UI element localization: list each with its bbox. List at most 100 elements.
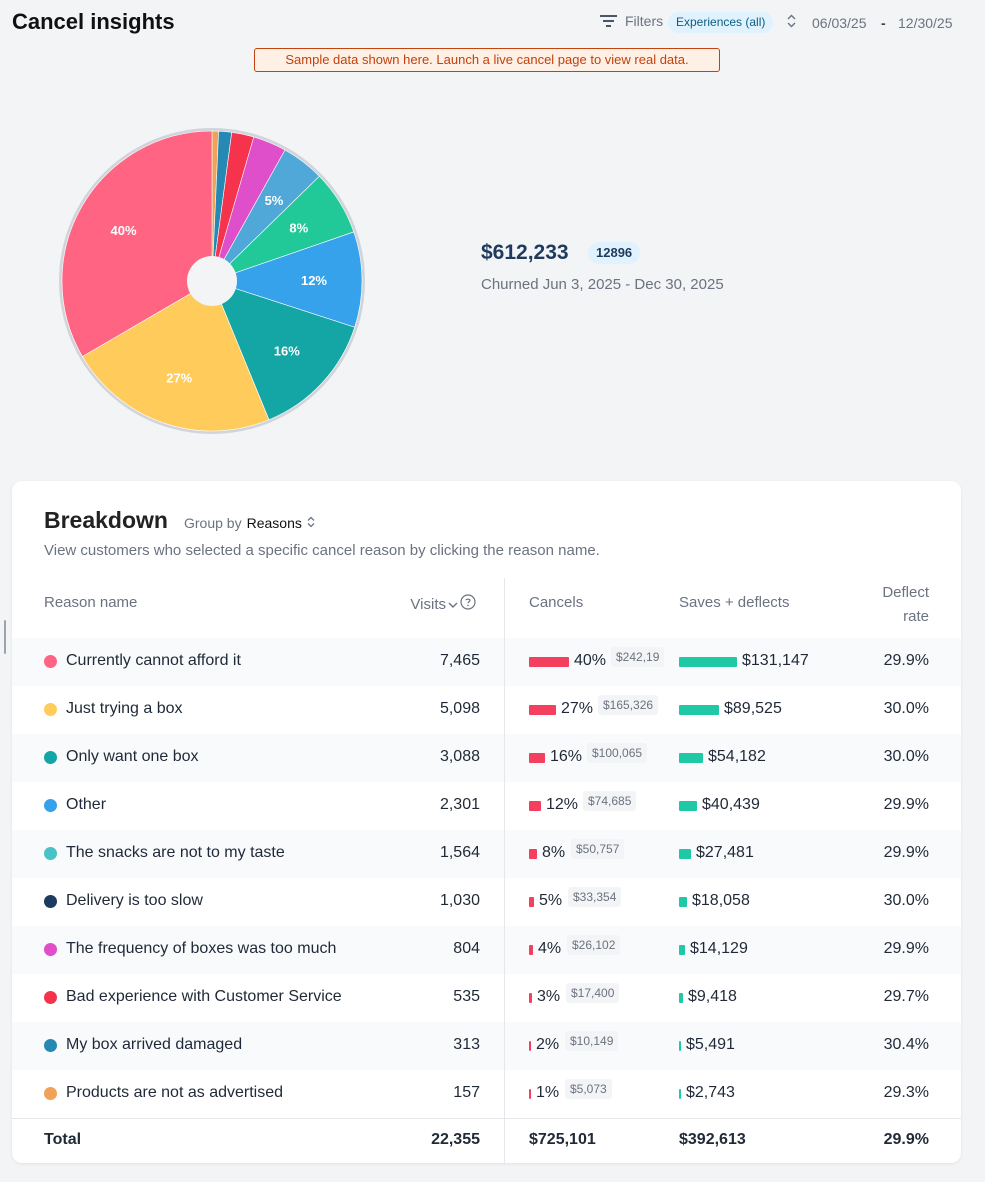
total-saves: $392,613 [679,1131,746,1148]
pie-slice-label: 27% [166,371,192,386]
column-header-cancels[interactable]: Cancels [529,594,584,611]
table-row[interactable]: The snacks are not to my taste 1,564 8% $50… [12,830,961,878]
column-header-reason[interactable]: Reason name [44,594,138,611]
filter-icon [600,15,617,27]
cancel-amount-badge: $5,073 [565,1079,612,1099]
pie-slice[interactable] [211,231,363,328]
reason-name-link[interactable]: Other [66,796,107,813]
resize-handle[interactable] [4,620,6,654]
deflect-rate-value: 29.9% [883,796,929,813]
group-by-label: Group by [184,515,242,531]
pie-slice-label: 12% [301,273,327,288]
saves-bar [679,705,719,715]
saves-amount: $27,481 [696,844,754,861]
saves-bar [679,897,687,907]
visits-value: 535 [453,988,480,1005]
total-cancels: $725,101 [529,1131,596,1148]
churned-count-badge: 12896 [588,242,641,264]
help-circle-icon[interactable] [460,594,476,614]
filters-button[interactable]: Filters [600,13,663,29]
pie-slice[interactable] [211,280,356,421]
table-row[interactable]: Products are not as advertised 157 1% $5,07… [12,1070,961,1118]
cancel-percent: 4% [538,940,562,957]
churned-caption: Churned Jun 3, 2025 - Dec 30, 2025 [481,276,724,293]
deflect-rate-value: 30.0% [883,700,929,717]
pie-chart: 5% 8% 12% 16% 27% 40% [56,125,368,437]
table-row[interactable]: Bad experience with Customer Service 535 3… [12,974,961,1022]
reason-name-link[interactable]: My box arrived damaged [66,1036,243,1053]
visits-value: 1,564 [439,844,480,861]
cancel-amount-badge: $33,354 [568,887,622,907]
cancel-amount-badge: $165,326 [598,695,659,715]
pie-center-hole [187,256,237,306]
reason-color-dot [44,655,57,668]
visits-value: 7,465 [439,652,480,669]
visits-value: 313 [453,1036,480,1053]
reason-name-link[interactable]: Bad experience with Customer Service [66,988,342,1005]
saves-amount: $131,147 [742,652,809,669]
pie-slice[interactable] [81,280,270,432]
experience-filter-badge[interactable]: Experiences (all) [668,12,774,33]
cancel-percent: 2% [536,1036,560,1053]
column-divider [504,578,505,1163]
column-header-saves[interactable]: Saves + deflects [679,594,790,611]
cancel-amount-badge: $10,149 [565,1031,619,1051]
visits-value: 5,098 [439,700,480,717]
reason-name-link[interactable]: Products are not as advertised [66,1084,284,1101]
group-by-select[interactable]: Group by Reasons [184,515,315,531]
cancel-amount-badge: $242,19 [611,647,665,667]
pie-chart-svg: 5% 8% 12% 16% 27% 40% [59,128,365,434]
pie-slice-label: 16% [274,343,300,358]
reason-color-dot [44,1087,57,1100]
breakdown-card: Breakdown Group by Reasons View customer… [12,481,961,1163]
reason-color-dot [44,895,57,908]
date-start[interactable]: 06/03/25 [812,15,867,31]
cancel-bar [529,705,556,715]
deflect-rate-value: 29.9% [883,940,929,957]
deflect-rate-value: 29.9% [883,844,929,861]
table-row[interactable]: My box arrived damaged 313 2% $10,149 $5,491… [12,1022,961,1070]
table-row[interactable]: The frequency of boxes was too much 804 4%… [12,926,961,974]
reason-name-link[interactable]: Currently cannot afford it [66,652,241,669]
page-title: Cancel insights [12,9,175,34]
total-visits: 22,355 [431,1131,480,1148]
saves-amount: $2,743 [686,1084,735,1101]
saves-amount: $14,129 [690,940,748,957]
table-row[interactable]: Just trying a box 5,098 27% $165,326 $89,525… [12,686,961,734]
saves-amount: $18,058 [692,892,750,909]
deflect-header-line1: Deflect [882,584,929,601]
deflect-rate-value: 29.7% [883,988,929,1005]
saves-amount: $9,418 [688,988,737,1005]
saves-amount: $5,491 [686,1036,735,1053]
table-row[interactable]: Delivery is too slow 1,030 5% $33,354 $18,05… [12,878,961,926]
saves-bar [679,1089,681,1099]
table-row[interactable]: Other 2,301 12% $74,685 $40,439 29.9% [12,782,961,830]
cancel-bar [529,849,537,859]
reason-name-link[interactable]: Just trying a box [66,700,183,717]
cancel-percent: 5% [539,892,563,909]
cancel-amount-badge: $17,400 [566,983,620,1003]
sort-down-icon [448,596,458,613]
column-header-deflect-rate[interactable]: Deflect rate [882,581,929,629]
deflect-rate-value: 29.9% [883,652,929,669]
sample-data-banner: Sample data shown here. Launch a live ca… [254,48,720,72]
date-end[interactable]: 12/30/25 [898,15,953,31]
churned-amount: $612,233 [481,241,569,264]
reason-color-dot [44,703,57,716]
deflect-rate-value: 30.0% [883,892,929,909]
pie-slice[interactable] [61,130,213,357]
reason-name-link[interactable]: Delivery is too slow [66,892,203,909]
breakdown-description: View customers who selected a specific c… [44,542,600,559]
table-row[interactable]: Only want one box 3,088 16% $100,065 $54,182… [12,734,961,782]
reason-name-link[interactable]: Only want one box [66,748,199,765]
visits-value: 3,088 [439,748,480,765]
reason-name-link[interactable]: The snacks are not to my taste [66,844,285,861]
reason-name-link[interactable]: The frequency of boxes was too much [66,940,337,957]
chevron-up-down-icon[interactable] [787,14,796,33]
cancel-amount-badge: $50,757 [571,839,625,859]
table-row[interactable]: Currently cannot afford it 7,465 40% $242,1… [12,638,961,686]
column-header-visits[interactable]: Visits [410,594,476,614]
cancel-percent: 27% [561,700,594,717]
cancel-bar [529,801,541,811]
cancel-bar [529,945,533,955]
